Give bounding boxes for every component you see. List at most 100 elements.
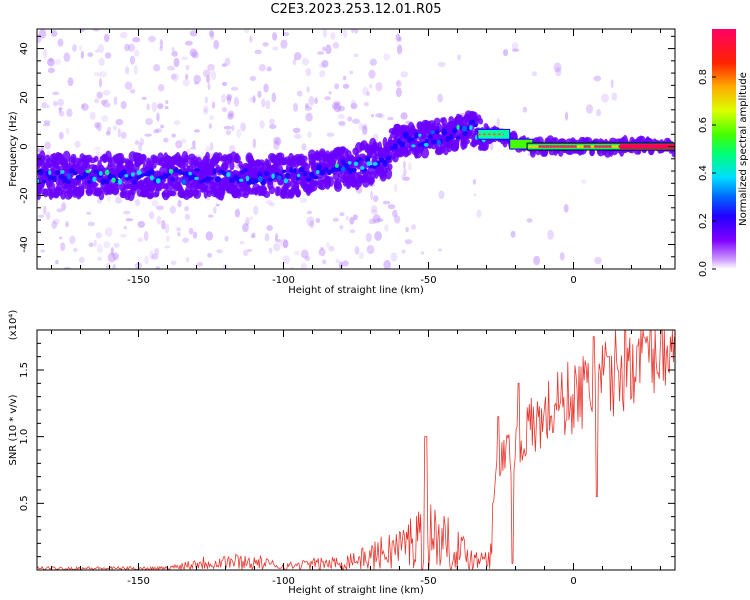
- spectral-speckle: [209, 30, 215, 40]
- spectral-blob: [298, 167, 305, 173]
- spectral-blob: [295, 190, 301, 197]
- spectral-speckle: [392, 209, 398, 218]
- spectral-speckle: [305, 68, 312, 77]
- spectral-speckle: [370, 190, 374, 200]
- spectral-speckle: [376, 218, 384, 223]
- spectral-speckle: [251, 232, 256, 238]
- spectral-core: [315, 170, 320, 175]
- spectral-speckle: [563, 203, 569, 213]
- spectral-blob: [323, 166, 329, 172]
- spectral-blob: [341, 159, 346, 166]
- spectral-core: [238, 178, 244, 182]
- spectral-speckle: [95, 232, 102, 239]
- bottom-x-axis-label: Height of straight line (km): [288, 585, 424, 596]
- spectral-speckle: [123, 226, 127, 230]
- spectral-speckle: [533, 255, 541, 266]
- spectral-speckle: [97, 256, 102, 261]
- spectral-speckle: [262, 42, 269, 47]
- spectral-speckle: [185, 40, 193, 46]
- spectral-speckle: [67, 77, 74, 87]
- spectral-blob: [358, 157, 363, 162]
- spectral-blob: [478, 118, 484, 125]
- spectral-speckle: [42, 123, 51, 127]
- spectral-speckle: [81, 103, 89, 111]
- spectral-ridge-peak: [531, 145, 536, 148]
- bottom-axes: -150 -100 -50 0 0.5 1.0 1.5: [19, 330, 675, 587]
- spectral-core: [257, 175, 263, 182]
- spectral-speckle: [368, 69, 376, 79]
- spectral-core: [436, 139, 442, 146]
- spectral-speckle: [420, 251, 425, 255]
- spectral-speckle: [301, 57, 310, 66]
- spectral-core: [136, 169, 142, 176]
- spectral-core: [168, 168, 174, 174]
- spectral-speckle: [96, 122, 102, 132]
- spectral-ridge-peak: [611, 145, 616, 148]
- spectral-blob: [365, 155, 371, 163]
- spectral-speckle: [189, 30, 198, 37]
- spectral-speckle: [43, 120, 51, 124]
- spectral-speckle: [272, 32, 278, 41]
- spectral-speckle: [259, 120, 265, 129]
- spectral-speckle: [189, 146, 197, 150]
- spectral-speckle: [209, 115, 215, 120]
- spectral-speckle: [63, 52, 71, 63]
- spectral-core: [430, 130, 435, 135]
- colorbar-tick-label: 0.0: [698, 261, 709, 277]
- spectral-speckle: [103, 241, 111, 249]
- spectral-speckle: [159, 46, 163, 52]
- spectral-speckle: [247, 248, 253, 252]
- spectral-speckle: [95, 49, 100, 53]
- spectral-speckle: [203, 108, 208, 113]
- spectral-speckle: [37, 148, 40, 155]
- spectral-blob: [312, 175, 319, 180]
- spectral-blob: [239, 170, 245, 175]
- spectral-speckle: [193, 81, 199, 85]
- spectral-speckle: [334, 83, 340, 90]
- spectral-core: [411, 144, 416, 148]
- spectral-speckle: [309, 220, 314, 229]
- spectral-speckle: [249, 216, 254, 221]
- spectral-speckle: [117, 128, 121, 138]
- spectral-speckle: [171, 50, 178, 57]
- spectral-speckle: [354, 29, 358, 35]
- x-tick-label: -150: [127, 275, 150, 286]
- spectral-speckle: [258, 64, 266, 72]
- spectral-speckle: [141, 96, 147, 101]
- spectral-ridge-peak: [555, 145, 561, 148]
- spectral-speckle: [112, 125, 118, 131]
- spectral-blob: [140, 154, 147, 165]
- colorbar-label: Normalized spectral amplitude: [738, 72, 749, 226]
- spectral-blob: [103, 179, 110, 184]
- snr-series-line: [37, 330, 675, 570]
- spectral-speckle: [326, 132, 335, 137]
- spectral-speckle: [337, 113, 345, 120]
- spectral-speckle: [349, 216, 355, 225]
- spectral-speckle: [165, 100, 169, 104]
- y-tick-label: 1.5: [19, 362, 30, 378]
- spectral-ridge-peak: [580, 145, 585, 148]
- spectral-speckle: [234, 208, 241, 218]
- spectral-speckle: [401, 174, 405, 181]
- spectral-blob: [275, 171, 280, 176]
- spectral-speckle: [354, 246, 360, 255]
- spectral-speckle: [531, 71, 538, 77]
- spectral-speckle: [192, 231, 198, 239]
- y-tick-label: 1.0: [19, 429, 30, 445]
- spectral-blob: [335, 178, 342, 190]
- spectral-speckle: [245, 217, 250, 226]
- spectral-speckle: [395, 33, 401, 42]
- spectral-speckle: [335, 258, 340, 264]
- spectral-speckle: [203, 69, 211, 78]
- spectral-speckle: [225, 129, 232, 136]
- spectral-speckle: [396, 79, 400, 86]
- spectral-ridge-peak: [590, 145, 595, 148]
- colorbar-tick-label: 0.6: [698, 117, 709, 133]
- spectral-blob: [473, 123, 478, 128]
- spectral-blob: [281, 169, 287, 173]
- spectral-speckle: [192, 140, 196, 148]
- spectral-core: [461, 125, 468, 132]
- spectral-speckle: [151, 253, 159, 260]
- spectral-speckle: [184, 213, 191, 220]
